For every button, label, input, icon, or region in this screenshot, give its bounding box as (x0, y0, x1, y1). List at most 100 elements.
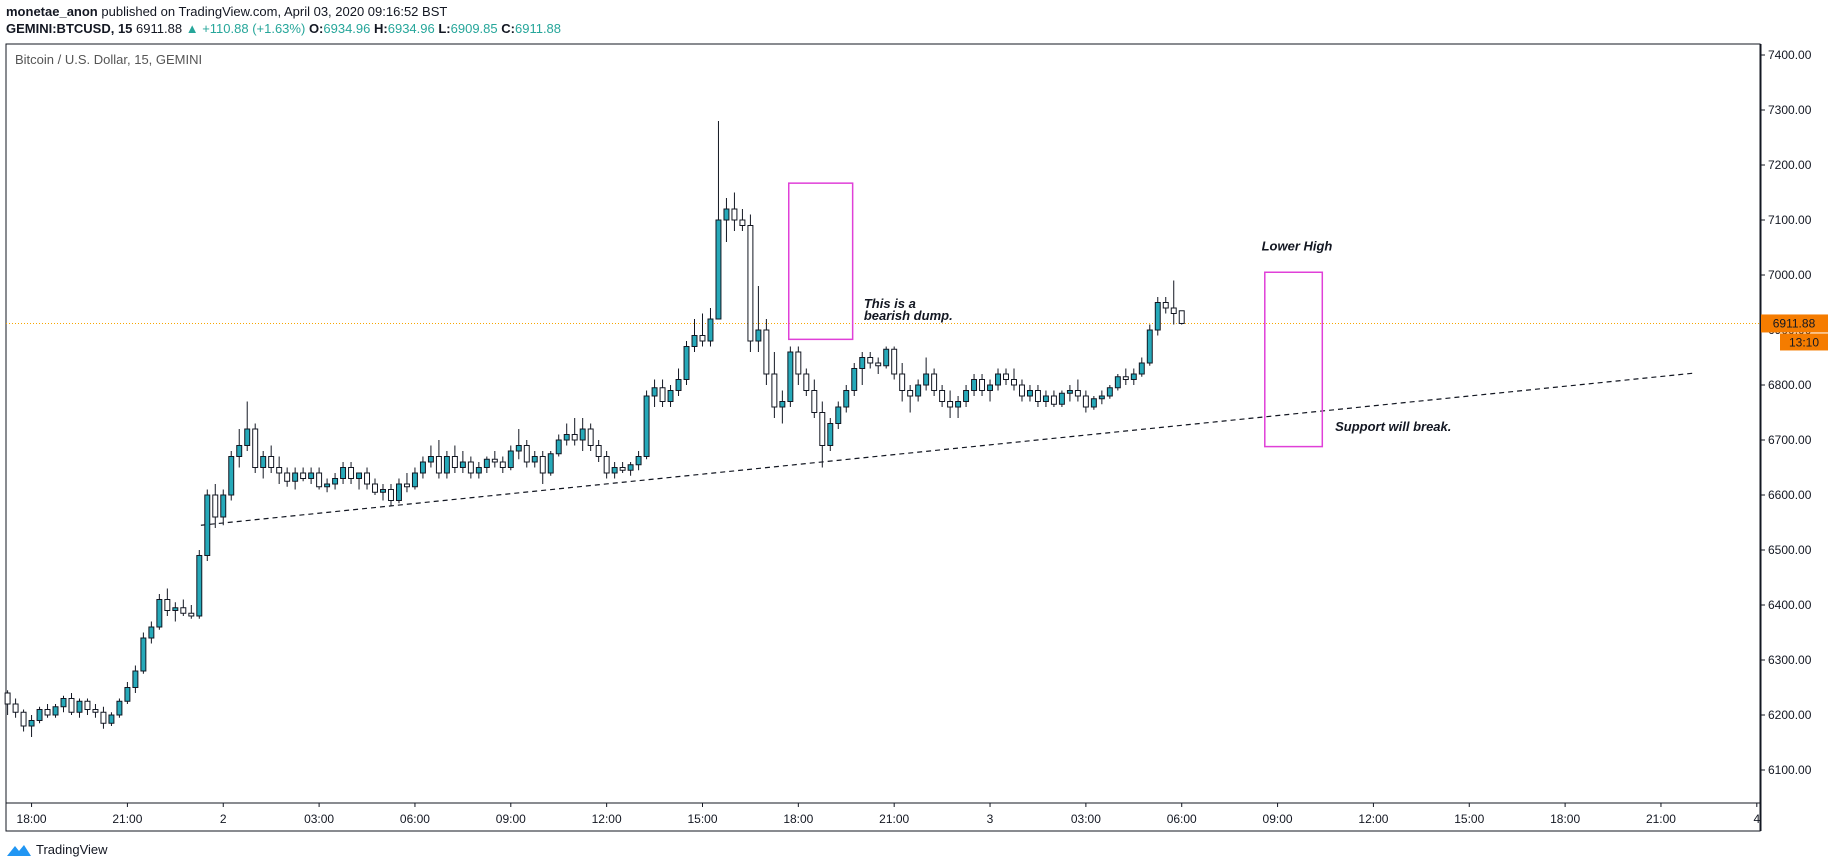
price-change: +110.88 (+1.63%) (202, 21, 306, 36)
candle (180, 599, 187, 616)
candle (667, 385, 674, 407)
candle-body (851, 368, 858, 391)
candle-body (707, 318, 714, 342)
y-tick-label: 6100.00 (1768, 763, 1812, 777)
candle (571, 418, 578, 446)
candle (907, 385, 914, 413)
candle (316, 467, 323, 490)
candle-body (116, 700, 123, 716)
y-tick-label: 7100.00 (1768, 213, 1812, 227)
candle (1130, 368, 1137, 385)
candle-body (947, 401, 954, 408)
highlight-boxes[interactable] (788, 182, 1324, 448)
candle-body (899, 373, 906, 391)
candle (1090, 396, 1097, 410)
candle (1122, 368, 1129, 385)
candle-body (1082, 395, 1089, 408)
candle-body (1074, 390, 1081, 397)
candle-body (100, 711, 107, 724)
countdown-tag (1780, 333, 1828, 351)
x-tick-label: 03:00 (304, 812, 334, 826)
axis-ticks: 6100.00 6200.00 6300.00 6400.00 6500.00 6600.… (17, 48, 1812, 826)
y-tick-label: 7200.00 (1768, 158, 1812, 172)
candle (627, 462, 634, 476)
author-name[interactable]: monetae_anon (6, 4, 98, 19)
candle-body (1090, 398, 1097, 408)
y-tick-label: 6700.00 (1768, 433, 1812, 447)
annotation-text: Lower High (1262, 238, 1333, 253)
candle (747, 214, 754, 352)
candle (395, 478, 402, 504)
candle-body (723, 208, 730, 221)
candle-body (1098, 395, 1105, 400)
candle-body (60, 698, 67, 708)
candle (300, 467, 307, 482)
candle (875, 357, 882, 374)
candle-body (443, 456, 450, 474)
candle-body (1034, 390, 1041, 402)
candle (1034, 385, 1041, 407)
candle (204, 489, 211, 561)
candle-body (1026, 390, 1033, 397)
candle (132, 665, 139, 693)
candle (987, 379, 994, 402)
candle (308, 467, 315, 484)
tradingview-brand: TradingView (36, 842, 108, 857)
candle-body (435, 456, 442, 474)
tradingview-footer[interactable]: TradingView (6, 842, 108, 857)
candle (635, 451, 642, 471)
support-trendline[interactable] (200, 372, 1697, 526)
candle-body (667, 390, 674, 402)
candle-body (419, 461, 426, 474)
candle-body (819, 412, 826, 446)
candle-body (587, 428, 594, 446)
symbol-info-line: GEMINI:BTCUSD, 15 6911.88 ▲ +110.88 (+1.… (6, 21, 561, 37)
candle (851, 363, 858, 396)
candle (435, 440, 442, 479)
candle-body (467, 461, 474, 474)
candle-body (571, 434, 578, 441)
y-tick-label: 6400.00 (1768, 598, 1812, 612)
chart-title: Bitcoin / U.S. Dollar, 15, GEMINI (15, 52, 202, 67)
candle (715, 121, 722, 320)
candle-body (44, 709, 51, 716)
candle (843, 385, 850, 413)
annotations[interactable]: This is a bearish dump. Lower High Support … (864, 238, 1452, 434)
candle-body (891, 348, 898, 375)
candle (771, 352, 778, 418)
candle-body (643, 395, 650, 457)
candle (459, 451, 466, 473)
candle-body (395, 483, 402, 501)
candle (595, 440, 602, 462)
candle (1082, 390, 1089, 413)
candle (955, 396, 962, 418)
candle (563, 423, 570, 446)
candle (44, 704, 51, 718)
price-tags: 6911.88 13:10 (1761, 314, 1828, 351)
candle-body (276, 467, 283, 474)
candle-body (403, 483, 410, 488)
candle (276, 456, 283, 484)
candle (172, 602, 179, 622)
support-line (200, 372, 1697, 526)
candle (1042, 390, 1049, 407)
candle (1162, 297, 1169, 314)
x-tick-label: 06:00 (1167, 812, 1197, 826)
x-tick-label: 15:00 (1454, 812, 1484, 826)
candle-body (1154, 302, 1161, 331)
candle-body (28, 720, 35, 727)
candle (4, 690, 11, 715)
candle-body (827, 423, 834, 446)
candle (244, 401, 251, 451)
publisher-header: monetae_anon published on TradingView.co… (6, 4, 447, 20)
candle (787, 346, 794, 407)
candle-body (1058, 392, 1065, 405)
candle (212, 484, 219, 528)
candle (148, 621, 155, 644)
x-tick-label: 15:00 (687, 812, 717, 826)
candle-body (907, 390, 914, 397)
candle (763, 319, 770, 385)
candle (555, 434, 562, 457)
candle-body (763, 329, 770, 375)
